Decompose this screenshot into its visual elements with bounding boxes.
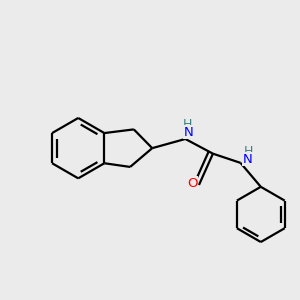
Text: O: O: [187, 177, 198, 190]
Text: N: N: [242, 153, 252, 166]
Text: H: H: [244, 145, 253, 158]
Text: H: H: [182, 118, 192, 131]
Text: N: N: [184, 126, 194, 139]
